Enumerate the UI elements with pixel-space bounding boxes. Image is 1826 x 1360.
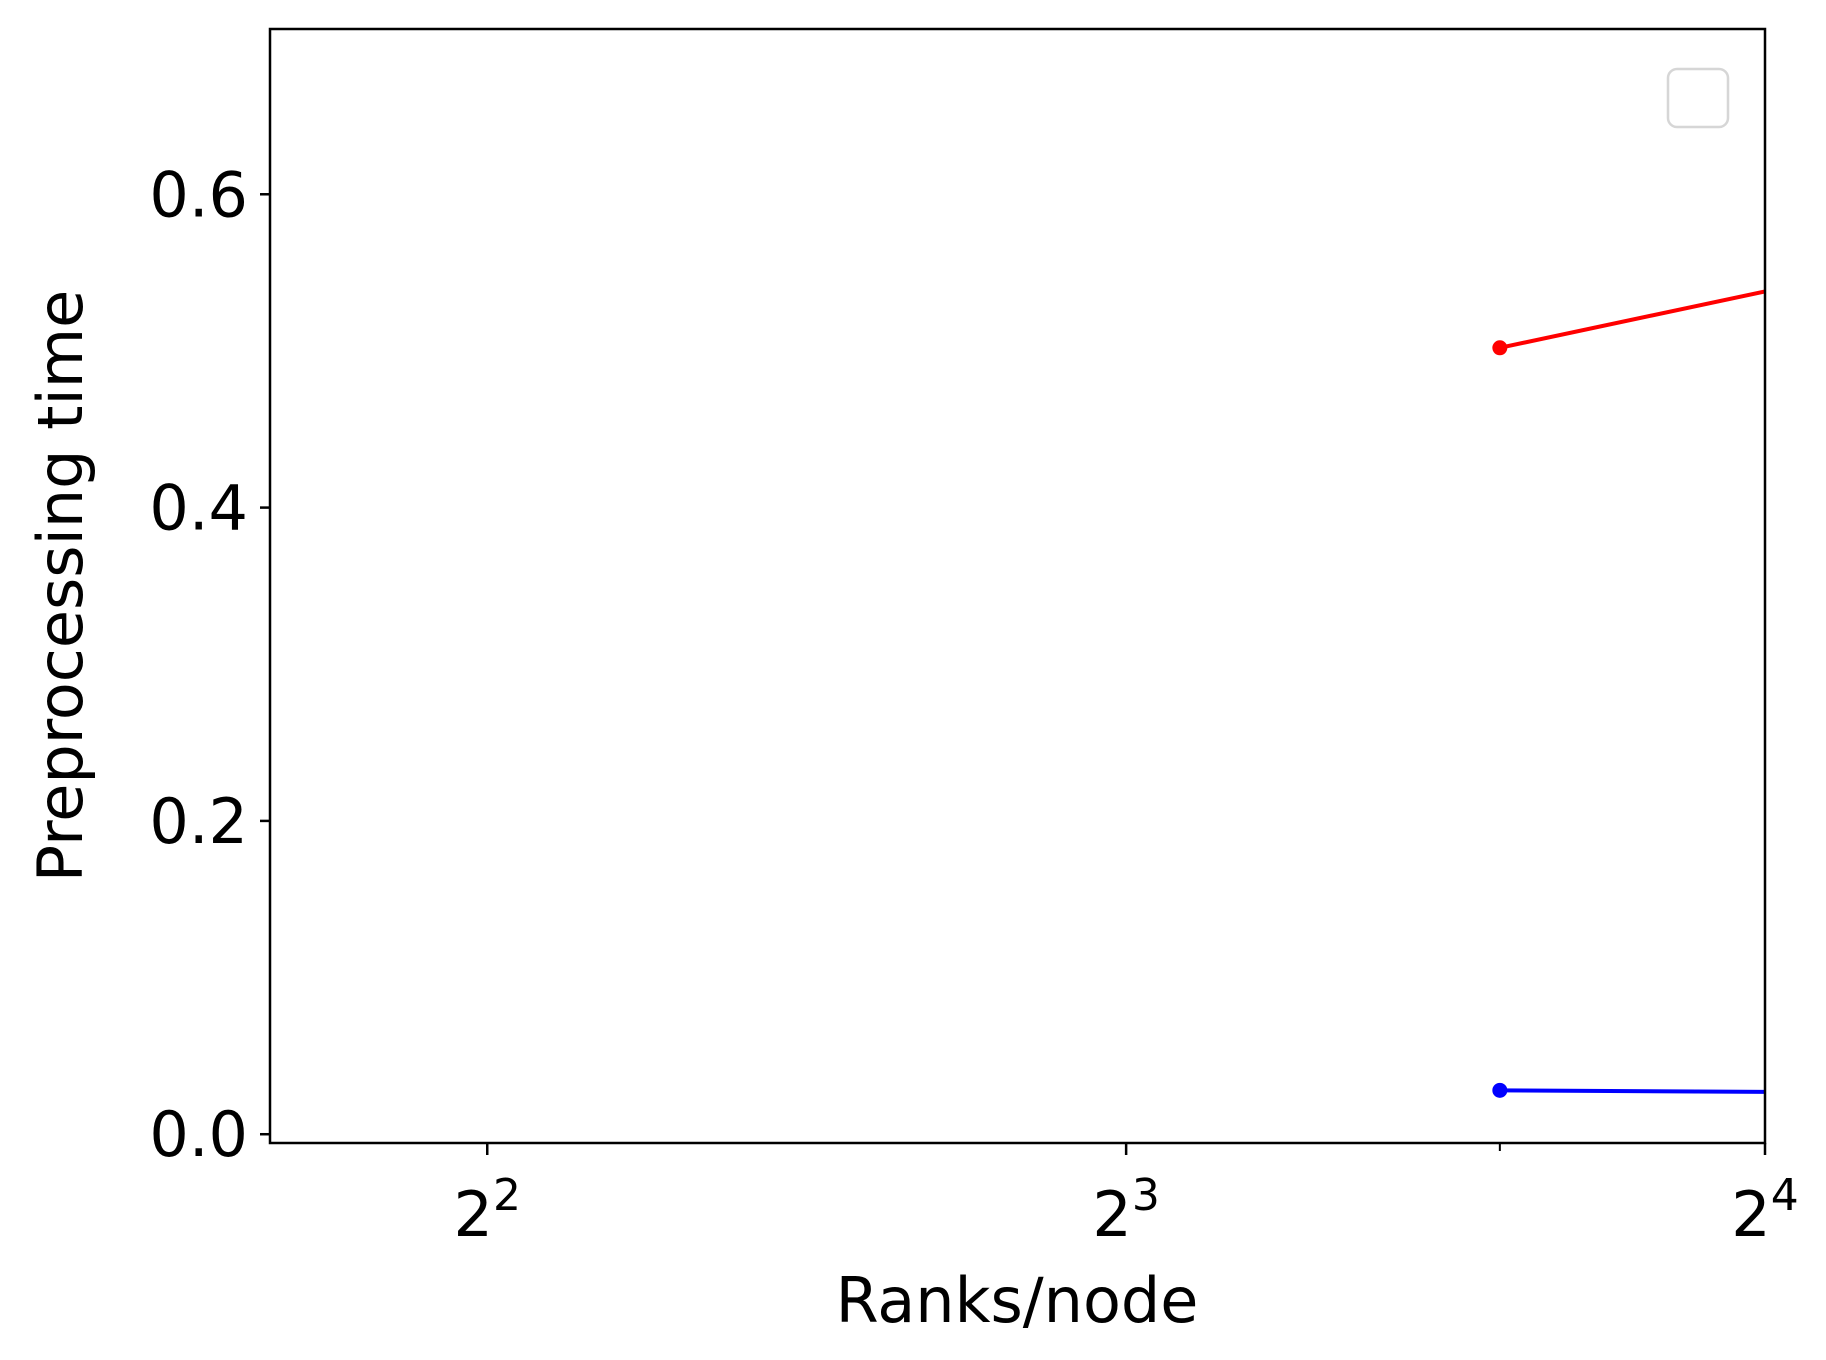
y-tick-label: 0.4 <box>149 472 248 545</box>
axes-layer: 0.00.20.40.622 23 24 <box>149 158 1798 1251</box>
y-tick-label: 0.2 <box>149 785 248 858</box>
x-tick-label: 24 <box>1731 1170 1798 1251</box>
x-tick-exponent: 4 <box>1771 1170 1799 1221</box>
x-tick-label: 23 <box>1092 1170 1159 1251</box>
y-tick-label: 0.0 <box>149 1098 248 1171</box>
legend-box <box>1666 67 1730 129</box>
series-point-1 <box>1492 1082 1508 1098</box>
series-line-0 <box>1499 289 1765 350</box>
plot-frame <box>268 27 1767 1145</box>
x-tick-exponent: 3 <box>1132 1170 1160 1221</box>
y-axis-title: Preprocessing time <box>24 290 97 882</box>
x-tick-base: 2 <box>1731 1178 1770 1251</box>
x-tick-base: 2 <box>1092 1178 1131 1251</box>
series-point-0 <box>1492 340 1508 356</box>
series-layer <box>1492 289 1765 1098</box>
series-line-1 <box>1499 1088 1765 1094</box>
x-axis-title: Ranks/node <box>836 1264 1199 1337</box>
y-tick-label: 0.6 <box>149 158 248 231</box>
legend <box>1666 67 1730 129</box>
x-tick-base: 2 <box>454 1178 493 1251</box>
x-tick-exponent: 2 <box>493 1170 521 1221</box>
x-tick-label: 22 <box>454 1170 521 1251</box>
